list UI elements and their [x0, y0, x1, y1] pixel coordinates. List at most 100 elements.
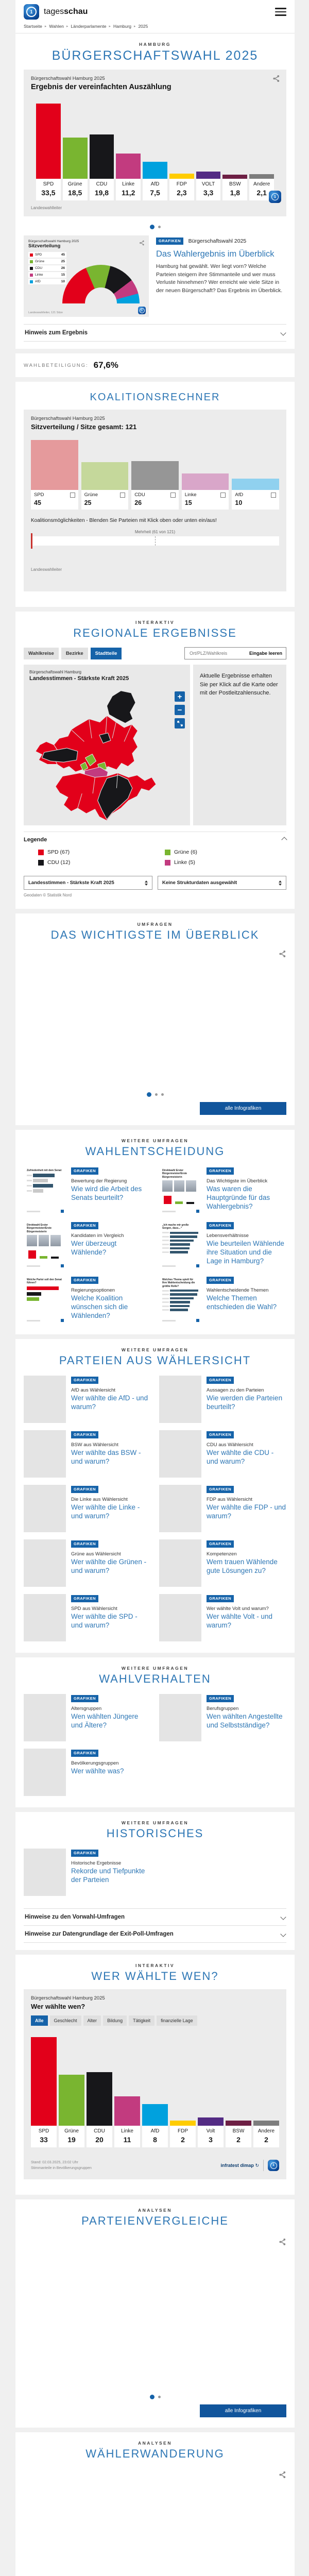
share-icon[interactable]: [279, 2471, 286, 2481]
tab-tätigkeit[interactable]: Tätigkeit: [129, 2015, 155, 2026]
teaser-title[interactable]: Wie beurteilen Wählende ihre Situation u…: [207, 1240, 284, 1265]
all-infographics-button[interactable]: alle Infografiken: [200, 1102, 286, 1115]
teaser-title[interactable]: Wer wählte die AfD - und warum?: [71, 1394, 148, 1411]
carousel-dot[interactable]: [149, 2395, 154, 2400]
teaser-card[interactable]: GRAFIKEN Berufsgruppen Wen wählten Anges…: [159, 1694, 286, 1741]
teaser-title[interactable]: Wer wählte die SPD - und warum?: [71, 1613, 138, 1629]
bar-CDU[interactable]: CDU 26: [131, 461, 179, 510]
teaser-title[interactable]: Was waren die Hauptgründe für das Wahler…: [207, 1185, 270, 1210]
grafiken-badge: GRAFIKEN: [71, 1850, 99, 1857]
breadcrumb-link[interactable]: Startseite: [24, 24, 42, 29]
site-logo-text[interactable]: tagesschau: [44, 7, 88, 16]
carousel-dot[interactable]: [161, 1093, 164, 1096]
teaser-title[interactable]: Wer wählte die FDP - und warum?: [207, 1503, 286, 1520]
share-icon[interactable]: [139, 239, 145, 248]
teaser-title[interactable]: Wie werden die Parteien beurteilt?: [207, 1394, 283, 1411]
breadcrumb-link[interactable]: 2025: [138, 24, 148, 29]
teaser-title[interactable]: Rekorde und Tiefpunkte der Parteien: [71, 1867, 145, 1884]
clear-search-button[interactable]: Eingabe leeren: [249, 651, 282, 656]
teaser-card[interactable]: „Ich mache mir große Sorgen, dass...“ GR…: [159, 1221, 286, 1268]
party-checkbox[interactable]: [170, 492, 176, 498]
teaser-title[interactable]: Welche Koalition wünschen sich die Wähle…: [71, 1294, 128, 1319]
menu-hamburger-icon[interactable]: [275, 8, 286, 16]
teaser-title[interactable]: Wer überzeugt Wählende?: [71, 1240, 117, 1256]
bar-SPD[interactable]: SPD 45: [31, 440, 78, 510]
teaser-title[interactable]: Wer wählte das BSW - und warum?: [71, 1449, 141, 1465]
tab-finanzielle-lage[interactable]: finanzielle Lage: [157, 2015, 197, 2026]
teaser-title[interactable]: Wer wählte die Grünen - und warum?: [71, 1558, 147, 1574]
teaser-card[interactable]: GRAFIKEN Grüne aus Wählersicht Wer wählt…: [24, 1539, 151, 1587]
carousel-dot[interactable]: [149, 225, 154, 229]
teaser-title[interactable]: Wie wird die Arbeit des Senats beurteilt…: [71, 1185, 142, 1201]
teaser-card[interactable]: GRAFIKEN Bevölkerungsgruppen Wer wählte …: [24, 1749, 151, 1796]
teaser-title[interactable]: Wem trauen Wählende gute Lösungen zu?: [207, 1558, 278, 1574]
overview-teaser[interactable]: GRAFIKEN Bürgerschaftswahl 2025 Das Wahl…: [156, 235, 286, 317]
carousel-dot[interactable]: [146, 1092, 151, 1097]
teaser-card[interactable]: GRAFIKEN Die Linke aus Wählersicht Wer w…: [24, 1485, 151, 1532]
teaser-title[interactable]: Wer wählte die CDU - und warum?: [207, 1449, 274, 1465]
teaser-card[interactable]: GRAFIKEN SPD aus Wählersicht Wer wählte …: [24, 1594, 151, 1641]
map-zoom-in-button[interactable]: +: [175, 691, 185, 702]
hamburg-map[interactable]: [26, 685, 188, 822]
teaser-card[interactable]: Direktwahl Erster Bürgermeister/Erste Bü…: [159, 1166, 286, 1214]
breadcrumb-link[interactable]: Länderparlamente: [71, 24, 107, 29]
teaser-title[interactable]: Wer wählte was?: [71, 1767, 124, 1775]
bar-AfD[interactable]: AfD 10: [232, 479, 279, 510]
carousel-dot[interactable]: [158, 2396, 161, 2399]
party-checkbox[interactable]: [120, 492, 126, 498]
majority-label: Mehrheit (61 von 121): [134, 530, 176, 534]
bar-Grüne[interactable]: Grüne 25: [81, 462, 129, 510]
teaser-card[interactable]: Direktwahl Erster Bürgermeister/Erste Bü…: [24, 1221, 151, 1268]
teaser-card[interactable]: GRAFIKEN Wer wählte Volt und warum? Wer …: [159, 1594, 286, 1641]
breadcrumb-link[interactable]: Wahlen: [49, 24, 64, 29]
accordion-item[interactable]: Hinweise zu den Vorwahl-Umfragen: [24, 1908, 286, 1925]
tab-wahlkreise[interactable]: Wahlkreise: [24, 647, 59, 659]
teaser-title[interactable]: Das Wahlergebnis im Überblick: [156, 249, 274, 259]
tab-geschlecht[interactable]: Geschlecht: [49, 2015, 81, 2026]
share-icon[interactable]: [272, 75, 280, 85]
share-icon[interactable]: [279, 2238, 286, 2248]
tab-alle[interactable]: Alle: [31, 2015, 48, 2026]
tab-alter[interactable]: Alter: [83, 2015, 101, 2026]
map-metric-select[interactable]: Landesstimmen - Stärkste Kraft 2025: [24, 876, 152, 890]
tab-bezirke[interactable]: Bezirke: [61, 647, 88, 659]
breadcrumb-separator-icon: ▸: [66, 25, 68, 28]
map-fullscreen-button[interactable]: [175, 718, 185, 728]
bar-Linke[interactable]: Linke 15: [181, 473, 229, 510]
teaser-card[interactable]: GRAFIKEN Kompetenzen Wem trauen Wählende…: [159, 1539, 286, 1587]
party-checkbox[interactable]: [220, 492, 226, 498]
teaser-card[interactable]: Zufriedenheit mit dem Senat GRAFIKEN Bew…: [24, 1166, 151, 1214]
carousel-dot[interactable]: [158, 226, 161, 228]
structure-data-select[interactable]: Keine Strukturdaten ausgewählt: [158, 876, 286, 890]
teaser-card[interactable]: GRAFIKEN Aussagen zu den Parteien Wie we…: [159, 1376, 286, 1423]
share-icon[interactable]: [279, 950, 286, 960]
teaser-card[interactable]: Welche Partei soll den Senat führen? GRA…: [24, 1276, 151, 1323]
carousel-dot[interactable]: [154, 1093, 158, 1096]
party-checkbox[interactable]: [70, 492, 75, 498]
tab-bildung[interactable]: Bildung: [103, 2015, 127, 2026]
accordion-item[interactable]: Hinweise zur Datengrundlage der Exit-Pol…: [24, 1925, 286, 1943]
teaser-card[interactable]: GRAFIKEN Historische Ergebnisse Rekorde …: [24, 1849, 151, 1896]
breadcrumb-link[interactable]: Hamburg: [113, 24, 131, 29]
all-infographics-button[interactable]: alle Infografiken: [200, 2404, 286, 2418]
party-checkbox[interactable]: [270, 492, 276, 498]
accordion-hinweis-ergebnis[interactable]: Hinweis zum Ergebnis: [24, 324, 286, 342]
teaser-title[interactable]: Wer wählte die Linke - und warum?: [71, 1503, 140, 1520]
tab-stadtteile[interactable]: Stadtteile: [90, 647, 122, 659]
chevron-up-icon[interactable]: [281, 837, 287, 843]
teaser-card[interactable]: GRAFIKEN BSW aus Wählersicht Wer wählte …: [24, 1430, 151, 1478]
section-heading: KOALITIONSRECHNER: [90, 392, 220, 403]
select-arrows-icon: [279, 880, 282, 886]
search-input[interactable]: [188, 650, 249, 656]
teaser-title[interactable]: Wen wählten Angestellte und Selbstständi…: [207, 1713, 283, 1729]
teaser-card[interactable]: Welches Thema spielt für Ihre Wahlentsch…: [159, 1276, 286, 1323]
map-zoom-out-button[interactable]: −: [175, 705, 185, 715]
tagesschau-logo-icon[interactable]: 1: [24, 4, 39, 20]
teaser-title[interactable]: Welche Themen entschieden die Wahl?: [207, 1294, 277, 1311]
teaser-title[interactable]: Wer wählte Volt - und warum?: [207, 1613, 273, 1629]
teaser-card[interactable]: GRAFIKEN FDP aus Wählersicht Wer wählte …: [159, 1485, 286, 1532]
teaser-card[interactable]: GRAFIKEN CDU aus Wählersicht Wer wählte …: [159, 1430, 286, 1478]
teaser-title[interactable]: Wen wählten Jüngere und Ältere?: [71, 1713, 139, 1729]
teaser-card[interactable]: GRAFIKEN AfD aus Wählersicht Wer wählte …: [24, 1376, 151, 1423]
teaser-card[interactable]: GRAFIKEN Altersgruppen Wen wählten Jünge…: [24, 1694, 151, 1741]
